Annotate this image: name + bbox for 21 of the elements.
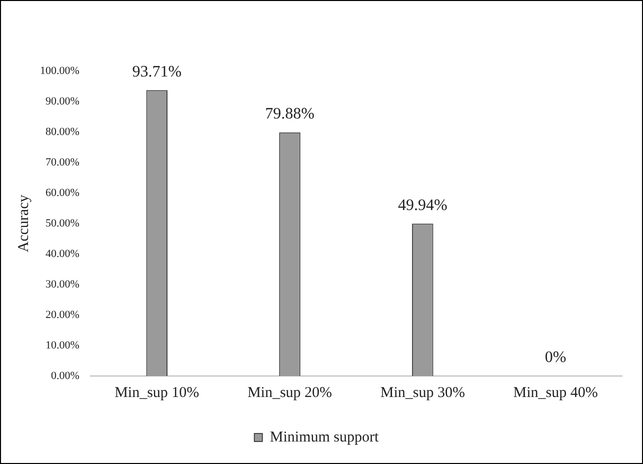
data-label: 0% <box>544 349 566 366</box>
x-tick-label: Min_sup 30% <box>380 384 465 401</box>
data-label: 49.94% <box>398 196 448 214</box>
x-tick-label: Min_sup 40% <box>513 384 598 401</box>
y-tick-label: 60.00% <box>45 186 80 199</box>
data-label: 79.88% <box>265 106 314 123</box>
y-tick-label: 70.00% <box>45 156 80 168</box>
y-tick-label: 100.00% <box>40 64 80 77</box>
y-tick-label: 90.00% <box>45 95 80 108</box>
y-tick-label: 10.00% <box>45 339 80 352</box>
y-tick-label: 50.00% <box>45 217 80 230</box>
x-tick-label: Min_sup 10% <box>114 384 200 401</box>
legend-label: Minimum support <box>270 429 380 446</box>
data-label: 93.71% <box>132 63 182 80</box>
y-axis-title: Accuracy <box>16 194 32 252</box>
y-tick-label: 20.00% <box>45 308 80 321</box>
y-tick-label: 30.00% <box>45 278 80 290</box>
y-tick-label: 80.00% <box>45 126 80 138</box>
y-tick-label: 0.00% <box>50 370 80 382</box>
y-tick-label: 40.00% <box>45 248 80 260</box>
x-tick-label: Min_sup 20% <box>247 384 332 401</box>
